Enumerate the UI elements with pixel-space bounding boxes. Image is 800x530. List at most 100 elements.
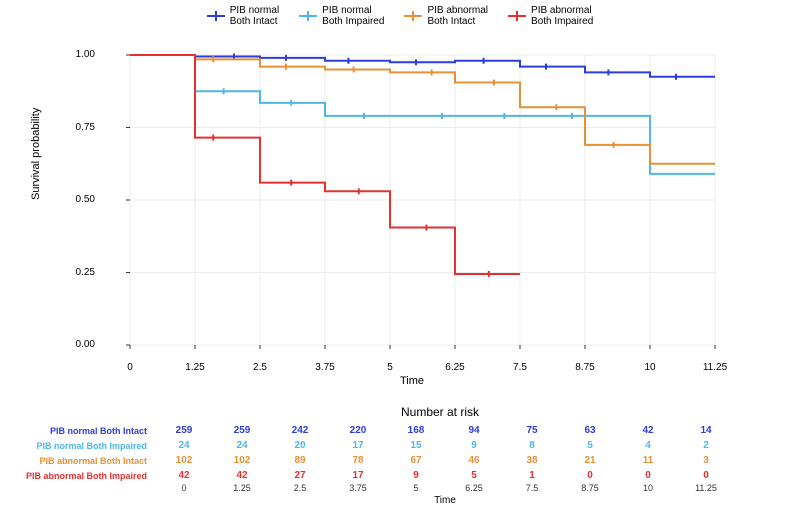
figure-container: PIB normal Both Intact PIB normal Both Im… (0, 0, 800, 530)
risk-tick-label: 8.75 (561, 483, 619, 493)
risk-row: PIB abnormal Both Impaired42422717951000 (0, 468, 800, 483)
risk-tick-label: 2.5 (271, 483, 329, 493)
risk-value: 89 (271, 455, 329, 466)
x-tick-label: 1.25 (185, 362, 204, 373)
legend: PIB normal Both Intact PIB normal Both Im… (0, 0, 800, 27)
risk-value: 20 (271, 440, 329, 451)
risk-value: 8 (503, 440, 561, 451)
risk-value: 14 (677, 425, 735, 436)
legend-item: PIB normal Both Intact (207, 5, 279, 27)
risk-value: 259 (155, 425, 213, 436)
x-tick-label: 0 (127, 362, 133, 373)
risk-value: 46 (445, 455, 503, 466)
risk-value: 9 (387, 470, 445, 481)
risk-value: 5 (561, 440, 619, 451)
x-tick-label: 6.25 (445, 362, 464, 373)
risk-row-values: 2592592422201689475634214 (155, 425, 735, 436)
risk-value: 5 (445, 470, 503, 481)
risk-row-label: PIB normal Both Impaired (0, 441, 155, 451)
legend-label: PIB abnormal Both Impaired (531, 5, 593, 27)
risk-value: 42 (619, 425, 677, 436)
risk-value: 3 (677, 455, 735, 466)
risk-value: 102 (213, 455, 271, 466)
risk-row-label: PIB abnormal Both Impaired (0, 471, 155, 481)
risk-value: 17 (329, 440, 387, 451)
risk-value: 102 (155, 455, 213, 466)
y-tick-label: 0.25 (65, 267, 95, 278)
risk-value: 0 (561, 470, 619, 481)
risk-tick-label: 1.25 (213, 483, 271, 493)
risk-value: 0 (677, 470, 735, 481)
legend-label: PIB normal Both Impaired (322, 5, 384, 27)
x-axis-label: Time (400, 375, 424, 387)
risk-value: 168 (387, 425, 445, 436)
risk-value: 2 (677, 440, 735, 451)
y-tick-label: 0.75 (65, 122, 95, 133)
risk-row-values: 102102897867463821113 (155, 455, 735, 466)
risk-row: PIB abnormal Both Intact1021028978674638… (0, 453, 800, 468)
risk-row-values: 42422717951000 (155, 470, 735, 481)
chart-svg (100, 40, 730, 360)
risk-table-rows: PIB normal Both Intact259259242220168947… (0, 423, 800, 483)
y-tick-label: 0.00 (65, 339, 95, 350)
risk-tick-label: 7.5 (503, 483, 561, 493)
x-tick-label: 10 (644, 362, 655, 373)
legend-item: PIB abnormal Both Impaired (508, 5, 593, 27)
risk-tick-label: 11.25 (677, 483, 735, 493)
risk-value: 9 (445, 440, 503, 451)
risk-value: 78 (329, 455, 387, 466)
risk-table-xlabel: Time (155, 495, 735, 506)
risk-tick-label: 0 (155, 483, 213, 493)
legend-tick-icon (207, 15, 225, 17)
y-tick-label: 1.00 (65, 49, 95, 60)
risk-row-label: PIB abnormal Both Intact (0, 456, 155, 466)
risk-value: 242 (271, 425, 329, 436)
x-tick-label: 8.75 (575, 362, 594, 373)
x-tick-label: 5 (387, 362, 393, 373)
y-axis-label: Survival probability (30, 108, 42, 200)
risk-table-title: Number at risk (80, 405, 800, 419)
risk-value: 259 (213, 425, 271, 436)
x-tick-label: 2.5 (253, 362, 267, 373)
y-tick-label: 0.50 (65, 194, 95, 205)
legend-tick-icon (404, 15, 422, 17)
risk-tick-label: 6.25 (445, 483, 503, 493)
risk-row-values: 242420171598542 (155, 440, 735, 451)
risk-value: 42 (213, 470, 271, 481)
risk-value: 21 (561, 455, 619, 466)
risk-value: 67 (387, 455, 445, 466)
legend-tick-icon (299, 15, 317, 17)
risk-value: 11 (619, 455, 677, 466)
risk-tick-label: 3.75 (329, 483, 387, 493)
risk-row-label: PIB normal Both Intact (0, 426, 155, 436)
risk-value: 1 (503, 470, 561, 481)
risk-value: 75 (503, 425, 561, 436)
risk-tick-label: 10 (619, 483, 677, 493)
legend-label: PIB normal Both Intact (230, 5, 279, 27)
risk-value: 24 (213, 440, 271, 451)
risk-value: 38 (503, 455, 561, 466)
survival-chart (100, 40, 730, 360)
legend-item: PIB normal Both Impaired (299, 5, 384, 27)
risk-value: 63 (561, 425, 619, 436)
legend-tick-icon (508, 15, 526, 17)
legend-item: PIB abnormal Both Intact (404, 5, 488, 27)
risk-value: 0 (619, 470, 677, 481)
risk-table: Number at risk PIB normal Both Intact259… (0, 405, 800, 506)
x-tick-label: 11.25 (703, 362, 727, 373)
risk-value: 15 (387, 440, 445, 451)
risk-value: 17 (329, 470, 387, 481)
risk-tick-label: 5 (387, 483, 445, 493)
risk-row: PIB normal Both Intact259259242220168947… (0, 423, 800, 438)
risk-value: 24 (155, 440, 213, 451)
risk-value: 94 (445, 425, 503, 436)
legend-label: PIB abnormal Both Intact (427, 5, 488, 27)
risk-row: PIB normal Both Impaired242420171598542 (0, 438, 800, 453)
risk-value: 4 (619, 440, 677, 451)
risk-value: 220 (329, 425, 387, 436)
x-tick-label: 7.5 (513, 362, 527, 373)
risk-value: 27 (271, 470, 329, 481)
x-tick-label: 3.75 (315, 362, 334, 373)
risk-value: 42 (155, 470, 213, 481)
risk-table-ticks: 01.252.53.7556.257.58.751011.25 (155, 483, 735, 493)
